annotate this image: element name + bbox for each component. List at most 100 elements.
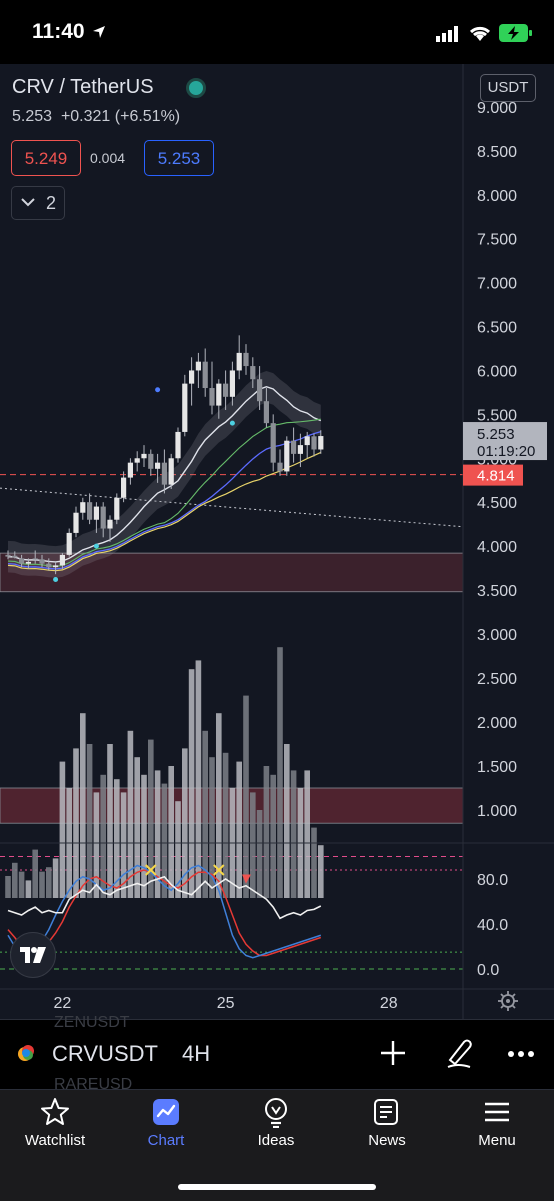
candle-body (270, 423, 276, 463)
osc-rsi-line (7, 875, 322, 920)
candle-body (229, 370, 235, 397)
ma-yellow-line (7, 451, 322, 572)
volume-bar (120, 792, 127, 898)
indicators-collapse-button[interactable]: 2 (11, 186, 65, 220)
candle-body (263, 401, 269, 424)
market-open-dot (186, 78, 206, 98)
candle-body (141, 453, 147, 459)
status-time: 11:40 (32, 20, 85, 43)
candle-body (127, 462, 133, 478)
time-tick-label: 25 (217, 995, 235, 1012)
buy-price-button[interactable]: 5.253 (144, 140, 214, 176)
tab-chart[interactable]: Chart (121, 1096, 211, 1156)
tradingview-logo (10, 932, 56, 978)
tab-news[interactable]: News (342, 1096, 432, 1156)
symbol-name-button[interactable]: CRVUSDT (52, 1041, 158, 1066)
volume-bar (18, 871, 25, 898)
volume-bar (270, 774, 276, 898)
volume-bar (188, 669, 195, 898)
tab-chart-label: Chart (147, 1132, 185, 1149)
oscillator-tick-label: 80.0 (477, 872, 508, 889)
tab-menu[interactable]: Menu (452, 1096, 542, 1156)
candle-body (195, 361, 201, 371)
candle-body (161, 462, 167, 485)
candle-body (73, 512, 79, 533)
volume-bar (107, 744, 113, 898)
tab-ideas[interactable]: Ideas (231, 1096, 321, 1156)
volume-bar (12, 862, 18, 898)
price-tick-label: 6.500 (477, 320, 517, 337)
volume-bar (114, 779, 120, 898)
volume-bar (222, 752, 229, 898)
signal-marker (229, 420, 235, 426)
volume-bar (216, 713, 222, 898)
candle-body (182, 383, 188, 432)
collapsed-count: 2 (46, 193, 57, 213)
candle-body (134, 458, 140, 463)
candle-body (311, 436, 317, 450)
tab-watchlist[interactable]: Watchlist (10, 1096, 100, 1156)
candle-body (223, 383, 229, 397)
candle-body (12, 555, 18, 558)
trend-line (0, 487, 464, 528)
symbol-title[interactable]: CRV / TetherUS (12, 76, 154, 98)
chart-canvas[interactable]: 9.000 8.500 8.000 7.500 7.000 6.500 6.000 5.500… (0, 64, 554, 1019)
candle-body (59, 554, 65, 566)
oscillator-tick-label: 40.0 (477, 917, 508, 934)
tradingview-logo-icon (20, 947, 46, 963)
timeframe-button[interactable]: 4H (182, 1041, 211, 1066)
volume-bar (32, 849, 38, 898)
candle-body (80, 502, 86, 513)
volume-bar (168, 766, 174, 898)
price-tick-label: 4.000 (477, 539, 517, 556)
price-change-line: 5.253 +0.321 (+6.51%) (12, 108, 180, 126)
candle-body (304, 436, 310, 446)
signal-marker (93, 543, 99, 549)
candles-layer (5, 335, 324, 582)
more-dots-icon[interactable] (506, 1046, 536, 1062)
time-tick-label: 28 (380, 995, 398, 1012)
location-arrow-icon (93, 26, 105, 38)
price-tick-label: 7.000 (477, 276, 517, 293)
price-change: +0.321 (+6.51%) (60, 108, 181, 125)
volume-tick-label: 1.500 (477, 759, 517, 776)
volume-bar (161, 783, 168, 898)
volume-bar (141, 774, 147, 898)
volume-bar (250, 792, 256, 898)
candle-body (291, 440, 297, 454)
chart-icon (153, 1099, 179, 1125)
next-symbol-hint: RAREUSD (54, 1076, 133, 1093)
candle-body (155, 462, 161, 469)
drawing-pen-icon[interactable] (444, 1036, 474, 1070)
volume-bar (209, 757, 215, 898)
settings-gear-icon[interactable] (497, 990, 519, 1012)
volume-bar (175, 801, 181, 898)
volume-bar (311, 827, 317, 898)
wifi-icon (469, 26, 491, 41)
oscillator-layer (7, 864, 322, 959)
volume-bar (46, 867, 52, 898)
volume-bar (236, 761, 242, 898)
candle-body (236, 352, 242, 371)
osc-d-line (7, 869, 322, 957)
candle-body (100, 506, 106, 529)
cross-marker (145, 864, 157, 876)
previous-symbol-hint: ZENUSDT (54, 1014, 130, 1031)
candle-body (32, 558, 38, 560)
add-plus-icon[interactable] (378, 1038, 408, 1068)
candle-body (216, 383, 222, 406)
volume-bar (284, 744, 290, 898)
line-price-badge (463, 464, 523, 486)
star-icon (41, 1098, 69, 1125)
candle-body (297, 445, 303, 454)
volume-bar (39, 871, 45, 898)
bulb-icon (265, 1098, 287, 1128)
candle-body (39, 559, 45, 564)
menu-icon (485, 1102, 509, 1122)
volume-bar (25, 880, 32, 898)
volume-tick-label: 1.000 (477, 803, 517, 820)
price-tick-label: 7.500 (477, 232, 517, 249)
sell-price-button[interactable]: 5.249 (11, 140, 81, 176)
currency-badge[interactable]: USDT (480, 74, 536, 102)
volume-bar (127, 730, 134, 898)
